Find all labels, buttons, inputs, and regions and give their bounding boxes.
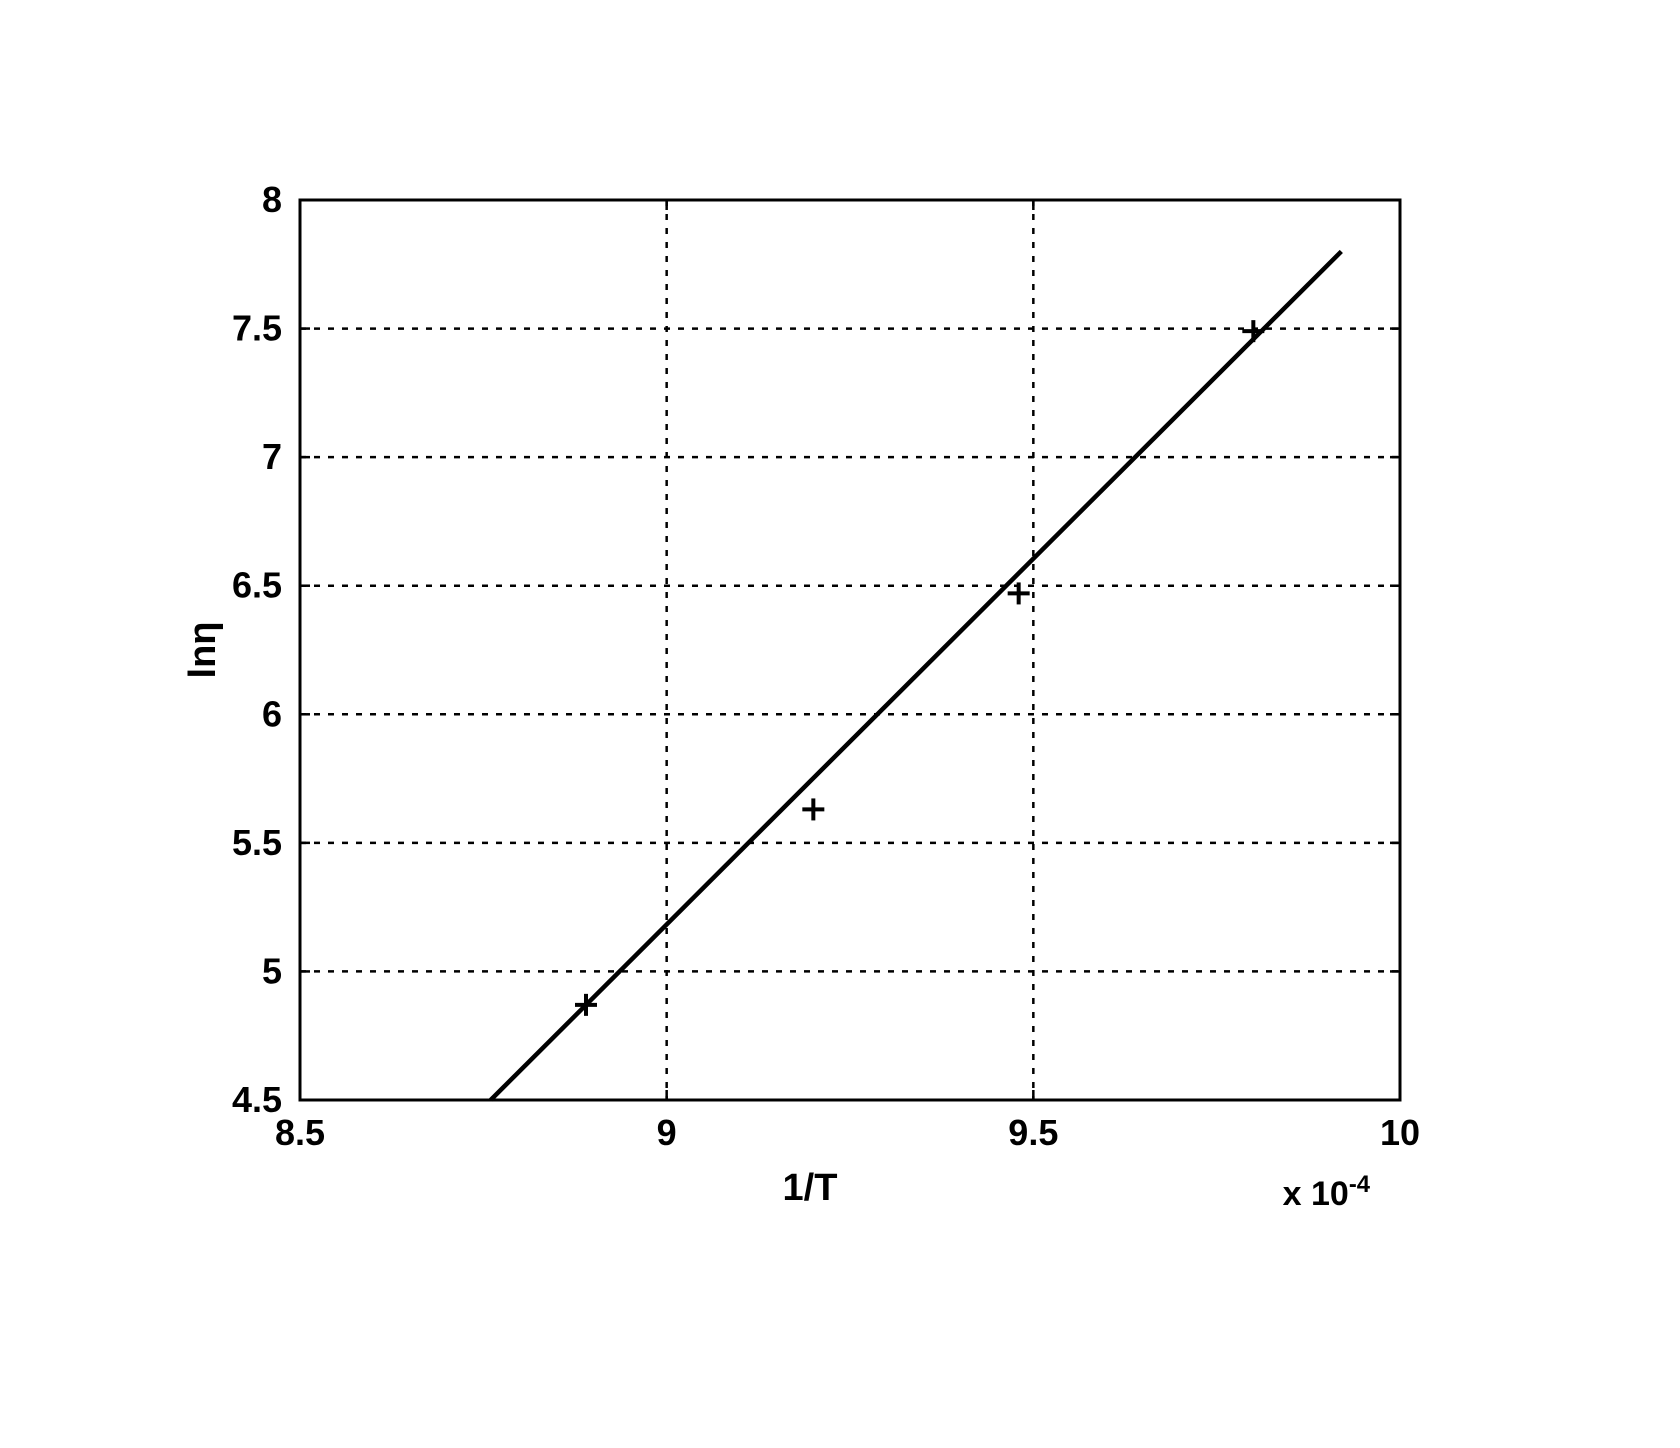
xtick-label: 10 bbox=[1380, 1112, 1420, 1153]
ytick-label: 6.5 bbox=[232, 565, 282, 606]
x-exponent-base: x 10 bbox=[1283, 1175, 1349, 1213]
ytick-label: 4.5 bbox=[232, 1079, 282, 1120]
xtick-label: 8.5 bbox=[275, 1112, 325, 1153]
page-container: 8.5 9 9.5 10 4.5 5 5.5 6 6.5 7 7.5 8 1/T x 10-4 lnη bbox=[0, 0, 1680, 1448]
xtick-label: 9 bbox=[657, 1112, 677, 1153]
x-exponent-label: x 10-4 bbox=[1283, 1171, 1371, 1214]
ytick-label: 7 bbox=[262, 436, 282, 477]
ytick-label: 8 bbox=[262, 180, 282, 220]
x-axis-label: 1/T bbox=[783, 1167, 838, 1209]
x-exponent-sup: -4 bbox=[1349, 1171, 1371, 1198]
chart-svg: 8.5 9 9.5 10 4.5 5 5.5 6 6.5 7 7.5 8 1/T x 10-4 lnη bbox=[180, 180, 1440, 1230]
ytick-label: 6 bbox=[262, 693, 282, 734]
y-axis-label: lnη bbox=[182, 622, 224, 679]
chart-wrapper: 8.5 9 9.5 10 4.5 5 5.5 6 6.5 7 7.5 8 1/T x 10-4 lnη bbox=[180, 180, 1440, 1230]
xtick-label: 9.5 bbox=[1008, 1112, 1058, 1153]
ytick-label: 5 bbox=[262, 950, 282, 991]
plot-background bbox=[300, 200, 1400, 1100]
ytick-label: 5.5 bbox=[232, 822, 282, 863]
ytick-label: 7.5 bbox=[232, 308, 282, 349]
